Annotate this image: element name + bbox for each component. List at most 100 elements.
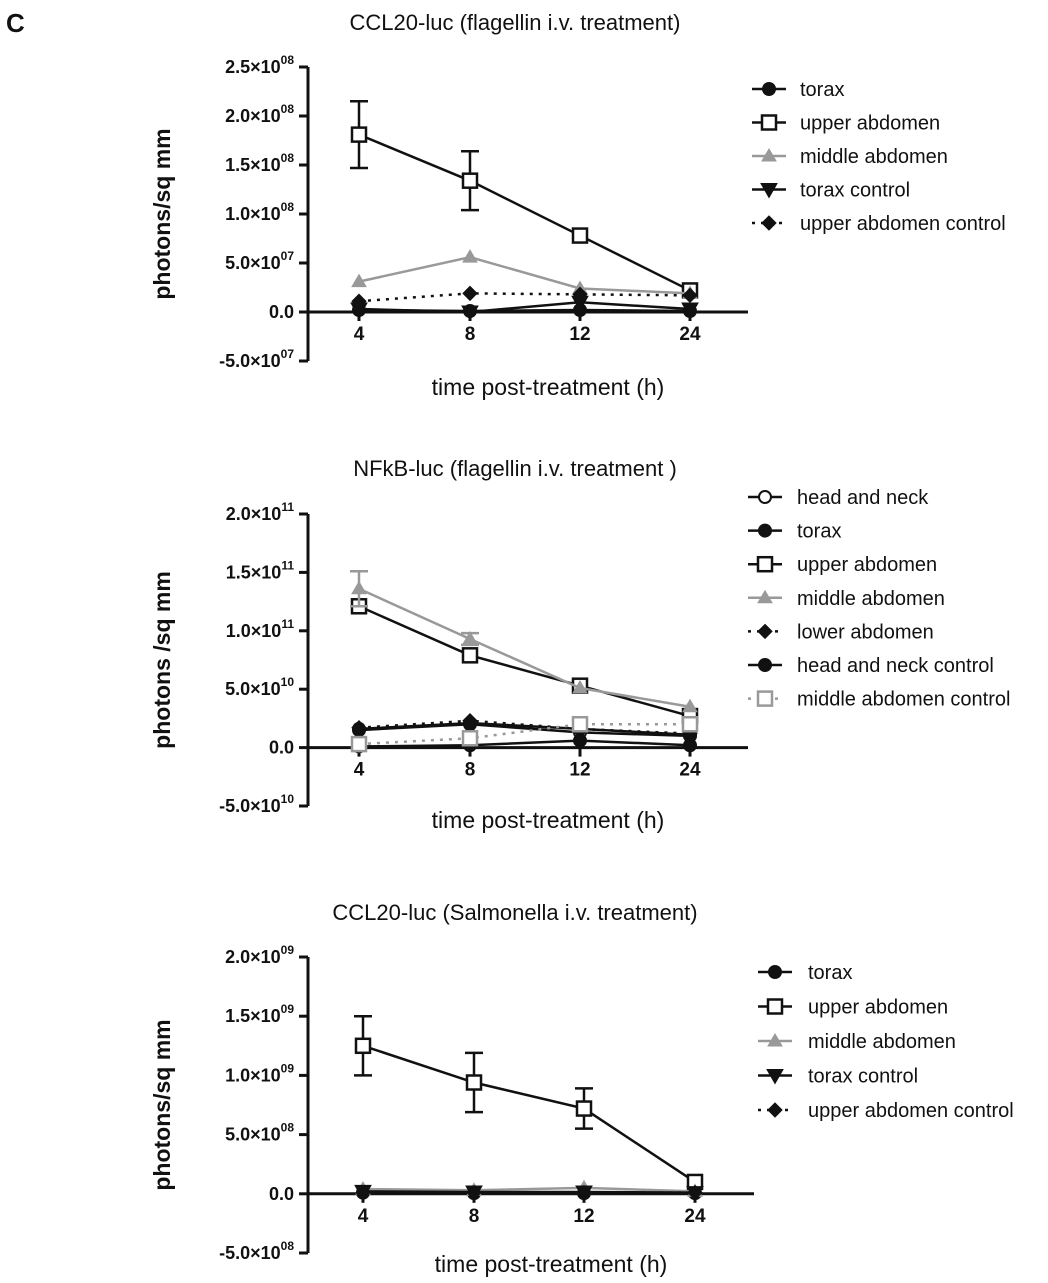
data-point <box>571 227 589 244</box>
legend-item: head and neck control <box>748 655 994 677</box>
data-point <box>350 735 368 753</box>
y-tick-label: 0.0 <box>269 1184 294 1204</box>
series-2 <box>350 100 699 299</box>
data-point <box>461 647 479 664</box>
data-point <box>575 1100 593 1117</box>
x-tick-label: 24 <box>679 324 701 345</box>
y-axis-label: photons /sq mm <box>149 571 175 749</box>
data-point <box>573 733 587 748</box>
y-tick-label: 5.0×1007 <box>225 249 294 273</box>
legend-marker <box>761 215 777 231</box>
series-line <box>358 739 691 748</box>
series-line <box>358 722 690 746</box>
legend-marker <box>757 623 773 640</box>
legend-marker <box>757 589 773 604</box>
legend-label: torax <box>800 79 844 101</box>
data-point <box>687 1184 703 1201</box>
series-5 <box>351 285 698 309</box>
y-tick-label: 2.5×1008 <box>225 53 294 77</box>
x-axis-label: time post-treatment (h) <box>432 807 665 833</box>
series-line <box>358 133 691 292</box>
x-axis-label: time post-treatment (h) <box>432 374 665 400</box>
series-line <box>358 255 691 295</box>
legend-marker <box>762 82 776 96</box>
legend-label: head and neck <box>797 487 929 509</box>
chart-title: CCL20-luc (flagellin i.v. treatment) <box>350 10 681 35</box>
series-line <box>358 300 691 314</box>
data-point <box>351 293 367 309</box>
legend-label: torax control <box>800 180 910 202</box>
legend-marker <box>758 523 772 538</box>
data-point <box>682 287 698 304</box>
legend-label: middle abdomen <box>800 146 948 168</box>
legend-item: upper abdomen <box>752 113 940 135</box>
legend-item: torax control <box>752 180 910 202</box>
legend-marker <box>766 1069 784 1085</box>
y-tick-label: 1.0×1008 <box>225 200 294 224</box>
series-line <box>358 292 691 303</box>
legend-marker <box>767 1102 783 1118</box>
chart-3: CCL20-luc (Salmonella i.v. treatment) -5.… <box>149 900 1014 1277</box>
series-line <box>362 1186 696 1193</box>
x-tick-label: 12 <box>569 760 590 781</box>
x-tick-label: 24 <box>679 760 701 781</box>
legend-marker <box>756 690 774 707</box>
legend-item: upper abdomen control <box>752 213 1006 235</box>
data-point <box>462 630 478 645</box>
chart-2: NFkB-luc (flagellin i.v. treatment ) -5.0… <box>149 456 1010 833</box>
legend-marker <box>758 490 772 504</box>
series-line <box>358 605 691 718</box>
series-line <box>358 719 691 735</box>
y-tick-label: -5.0×1008 <box>219 1239 294 1263</box>
legend-item: upper abdomen <box>758 997 948 1019</box>
legend: torax upper abdomen middle abdomen torax co… <box>752 79 1006 235</box>
data-point <box>571 715 589 733</box>
data-point <box>355 1184 371 1201</box>
legend-label: head and neck control <box>797 655 994 677</box>
series-4 <box>350 295 699 322</box>
y-tick-label: 2.0×1008 <box>225 102 294 126</box>
data-point <box>351 273 367 288</box>
legend-marker <box>766 998 784 1015</box>
y-tick-label: 1.0×1009 <box>225 1061 294 1085</box>
legend: torax upper abdomen middle abdomen torax co… <box>758 962 1014 1122</box>
data-point <box>572 680 588 694</box>
x-tick-label: 24 <box>684 1206 706 1227</box>
y-tick-label: 0.0 <box>269 302 294 322</box>
legend-label: upper abdomen <box>808 997 948 1019</box>
legend: head and neck torax upper abdomen middle ab… <box>748 487 1010 711</box>
series-4 <box>350 569 698 713</box>
legend-item: head and neck <box>748 487 929 509</box>
legend-marker <box>761 148 777 162</box>
legend-label: torax <box>797 521 841 543</box>
legend-label: middle abdomen control <box>797 689 1010 711</box>
x-tick-label: 4 <box>354 760 365 781</box>
y-tick-label: 1.0×1011 <box>226 617 295 641</box>
data-point <box>461 305 479 322</box>
legend-label: middle abdomen <box>797 588 945 610</box>
legend-label: lower abdomen <box>797 621 934 643</box>
legend-item: middle abdomen control <box>748 689 1010 711</box>
x-tick-label: 8 <box>465 324 476 345</box>
legend-marker <box>767 1033 783 1047</box>
data-point <box>466 1184 482 1201</box>
legend-label: torax <box>808 962 852 984</box>
series-3 <box>350 598 699 725</box>
legend-label: upper abdomen <box>800 113 940 135</box>
x-tick-label: 12 <box>569 324 590 345</box>
data-point <box>682 698 698 713</box>
data-point <box>462 285 478 302</box>
legend-label: upper abdomen control <box>808 1100 1014 1122</box>
series-line <box>358 721 691 737</box>
data-point <box>572 286 588 303</box>
data-point <box>462 249 478 263</box>
y-tick-label: 1.5×1009 <box>225 1002 294 1026</box>
legend-item: middle abdomen <box>752 146 948 168</box>
series-1 <box>352 717 697 743</box>
y-tick-label: 1.5×1008 <box>225 151 294 175</box>
legend-marker <box>758 658 772 672</box>
series-line <box>362 1044 696 1184</box>
panel-label: C <box>6 8 25 38</box>
x-tick-label: 4 <box>354 324 365 345</box>
y-tick-label: -5.0×1007 <box>219 347 294 371</box>
